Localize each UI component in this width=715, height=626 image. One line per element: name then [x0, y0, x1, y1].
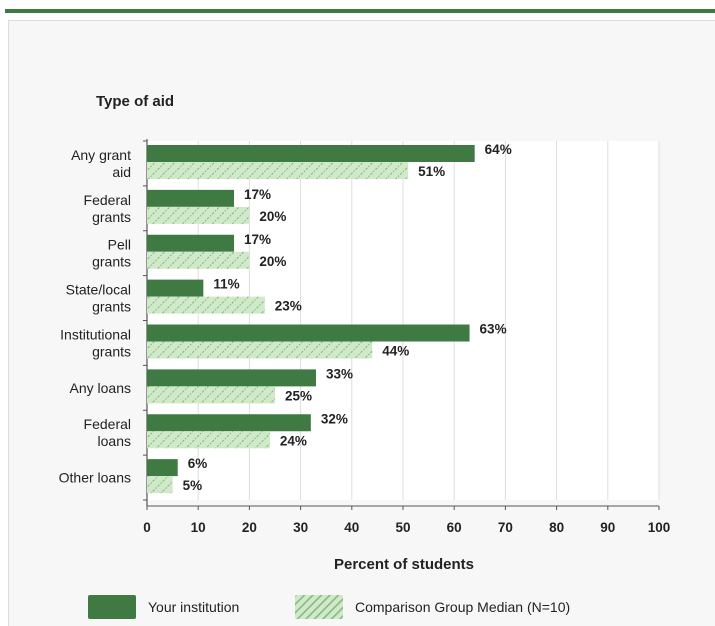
x-tick-label: 80: [549, 520, 564, 535]
value-label-comparison-group: 25%: [285, 388, 312, 403]
bar-your-institution: [147, 234, 235, 252]
value-label-your-institution: 33%: [326, 366, 353, 381]
value-label-your-institution: 6%: [188, 456, 208, 471]
bar-comparison-group: [147, 251, 250, 269]
legend-swatch-your-institution: [88, 595, 136, 619]
x-tick-label: 100: [648, 520, 671, 535]
bar-your-institution: [147, 369, 316, 387]
value-label-comparison-group: 24%: [280, 433, 307, 448]
bar-comparison-group: [147, 341, 373, 359]
bar-chart: Type of aid Percent of students 0 10 20 30 4…: [59, 93, 671, 573]
value-label-your-institution: 32%: [321, 411, 348, 426]
legend-label-your-institution: Your institution: [148, 599, 240, 615]
x-tick-label: 10: [191, 520, 206, 535]
value-label-comparison-group: 44%: [382, 344, 409, 359]
bar-comparison-group: [147, 162, 409, 179]
category-label: Any loans: [70, 380, 131, 396]
value-label-your-institution: 63%: [480, 322, 507, 337]
bar-your-institution: [147, 414, 311, 432]
bar-your-institution: [147, 459, 178, 477]
bar-your-institution: [147, 145, 475, 162]
top-accent-bar: [5, 9, 715, 13]
value-label-comparison-group: 20%: [259, 209, 286, 224]
bar-your-institution: [147, 279, 204, 297]
value-label-your-institution: 64%: [485, 142, 512, 157]
category-label: State/local grants: [66, 282, 131, 315]
category-label: Any grant aid: [71, 147, 131, 180]
x-tick-label: 60: [447, 520, 462, 535]
category-label: Federal grants: [84, 192, 131, 225]
x-tick-label: 70: [498, 520, 513, 535]
bar-comparison-group: [147, 476, 173, 494]
legend-label-comparison-group: Comparison Group Median (N=10): [355, 599, 571, 615]
value-label-comparison-group: 51%: [418, 164, 445, 179]
category-label: Institutional grants: [60, 326, 131, 359]
x-axis-label: Percent of students: [334, 556, 474, 573]
bar-comparison-group: [147, 431, 270, 449]
x-tick-label: 40: [344, 520, 359, 535]
chart-title: Type of aid: [96, 93, 174, 110]
x-tick-label: 50: [395, 520, 410, 535]
legend-swatch-comparison-group: [295, 595, 343, 619]
category-label: Pell grants: [92, 237, 131, 270]
x-tick-label: 0: [143, 520, 151, 535]
bar-comparison-group: [147, 386, 275, 404]
value-label-your-institution: 11%: [213, 277, 239, 292]
bar-your-institution: [147, 189, 235, 207]
bar-comparison-group: [147, 296, 265, 314]
bar-comparison-group: [147, 206, 250, 224]
category-label: Other loans: [59, 470, 131, 486]
value-label-comparison-group: 5%: [183, 478, 203, 493]
value-label-your-institution: 17%: [244, 187, 271, 202]
category-label: Federal loans: [84, 416, 131, 449]
x-tick-label: 20: [242, 520, 257, 535]
bar-your-institution: [147, 324, 470, 342]
x-tick-label: 90: [600, 520, 615, 535]
x-tick-label: 30: [293, 520, 308, 535]
value-label-your-institution: 17%: [244, 232, 271, 247]
legend-item-your-institution: Your institution: [88, 593, 239, 621]
legend-item-comparison-group: Comparison Group Median (N=10): [295, 593, 570, 621]
value-label-comparison-group: 23%: [275, 299, 302, 314]
value-label-comparison-group: 20%: [259, 254, 286, 269]
